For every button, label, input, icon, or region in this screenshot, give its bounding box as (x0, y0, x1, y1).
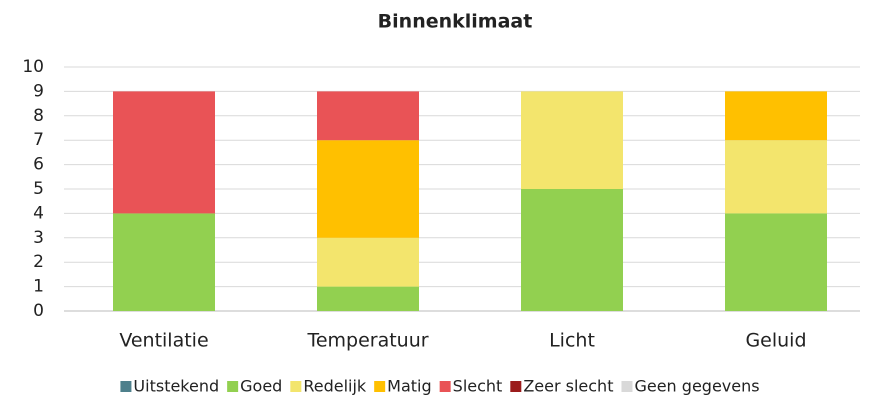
y-tick-label: 5 (33, 179, 44, 199)
legend-label: Zeer slecht (523, 377, 613, 396)
bar-segment (113, 213, 215, 311)
y-tick-label: 2 (33, 252, 44, 272)
bar-segment (317, 140, 419, 238)
legend-swatch (439, 381, 451, 392)
x-tick-label: Ventilatie (119, 330, 208, 352)
legend-label: Geen gegevens (634, 377, 759, 396)
legend-swatch (374, 381, 386, 392)
y-tick-label: 7 (33, 130, 44, 150)
legend-swatch (227, 381, 239, 392)
bar-segment (725, 213, 827, 311)
bar-segment (521, 91, 623, 189)
y-tick-label: 6 (33, 155, 44, 175)
y-tick-label: 10 (22, 57, 44, 77)
x-tick-label: Licht (549, 330, 595, 352)
legend-swatch (510, 381, 522, 392)
bar-segment (725, 140, 827, 214)
legend-swatch (120, 381, 132, 392)
x-tick-label: Temperatuur (306, 330, 428, 352)
bar-segment (521, 189, 623, 311)
legend-label: Redelijk (303, 377, 367, 396)
y-tick-label: 3 (33, 228, 44, 248)
legend-swatch (290, 381, 302, 392)
y-tick-label: 0 (33, 301, 44, 321)
chart-title: Binnenklimaat (378, 11, 533, 33)
y-tick-label: 9 (33, 81, 44, 101)
legend-label: Uitstekend (133, 377, 219, 396)
y-tick-label: 1 (33, 277, 44, 297)
bar-segment (317, 286, 419, 311)
legend-swatch (621, 381, 633, 392)
legend-label: Goed (240, 377, 282, 396)
legend-label: Slecht (453, 377, 503, 396)
bar-segment (725, 91, 827, 141)
legend-label: Matig (387, 377, 431, 396)
legend: Uitstekend Goed Redelijk Matig Slecht Zeer sl… (120, 377, 760, 396)
bar-segment (317, 91, 419, 141)
bar-segment (317, 237, 419, 287)
bar-segment (113, 91, 215, 214)
x-tick-label: Geluid (745, 330, 806, 352)
y-tick-label: 4 (33, 203, 44, 223)
y-tick-label: 8 (33, 106, 44, 126)
